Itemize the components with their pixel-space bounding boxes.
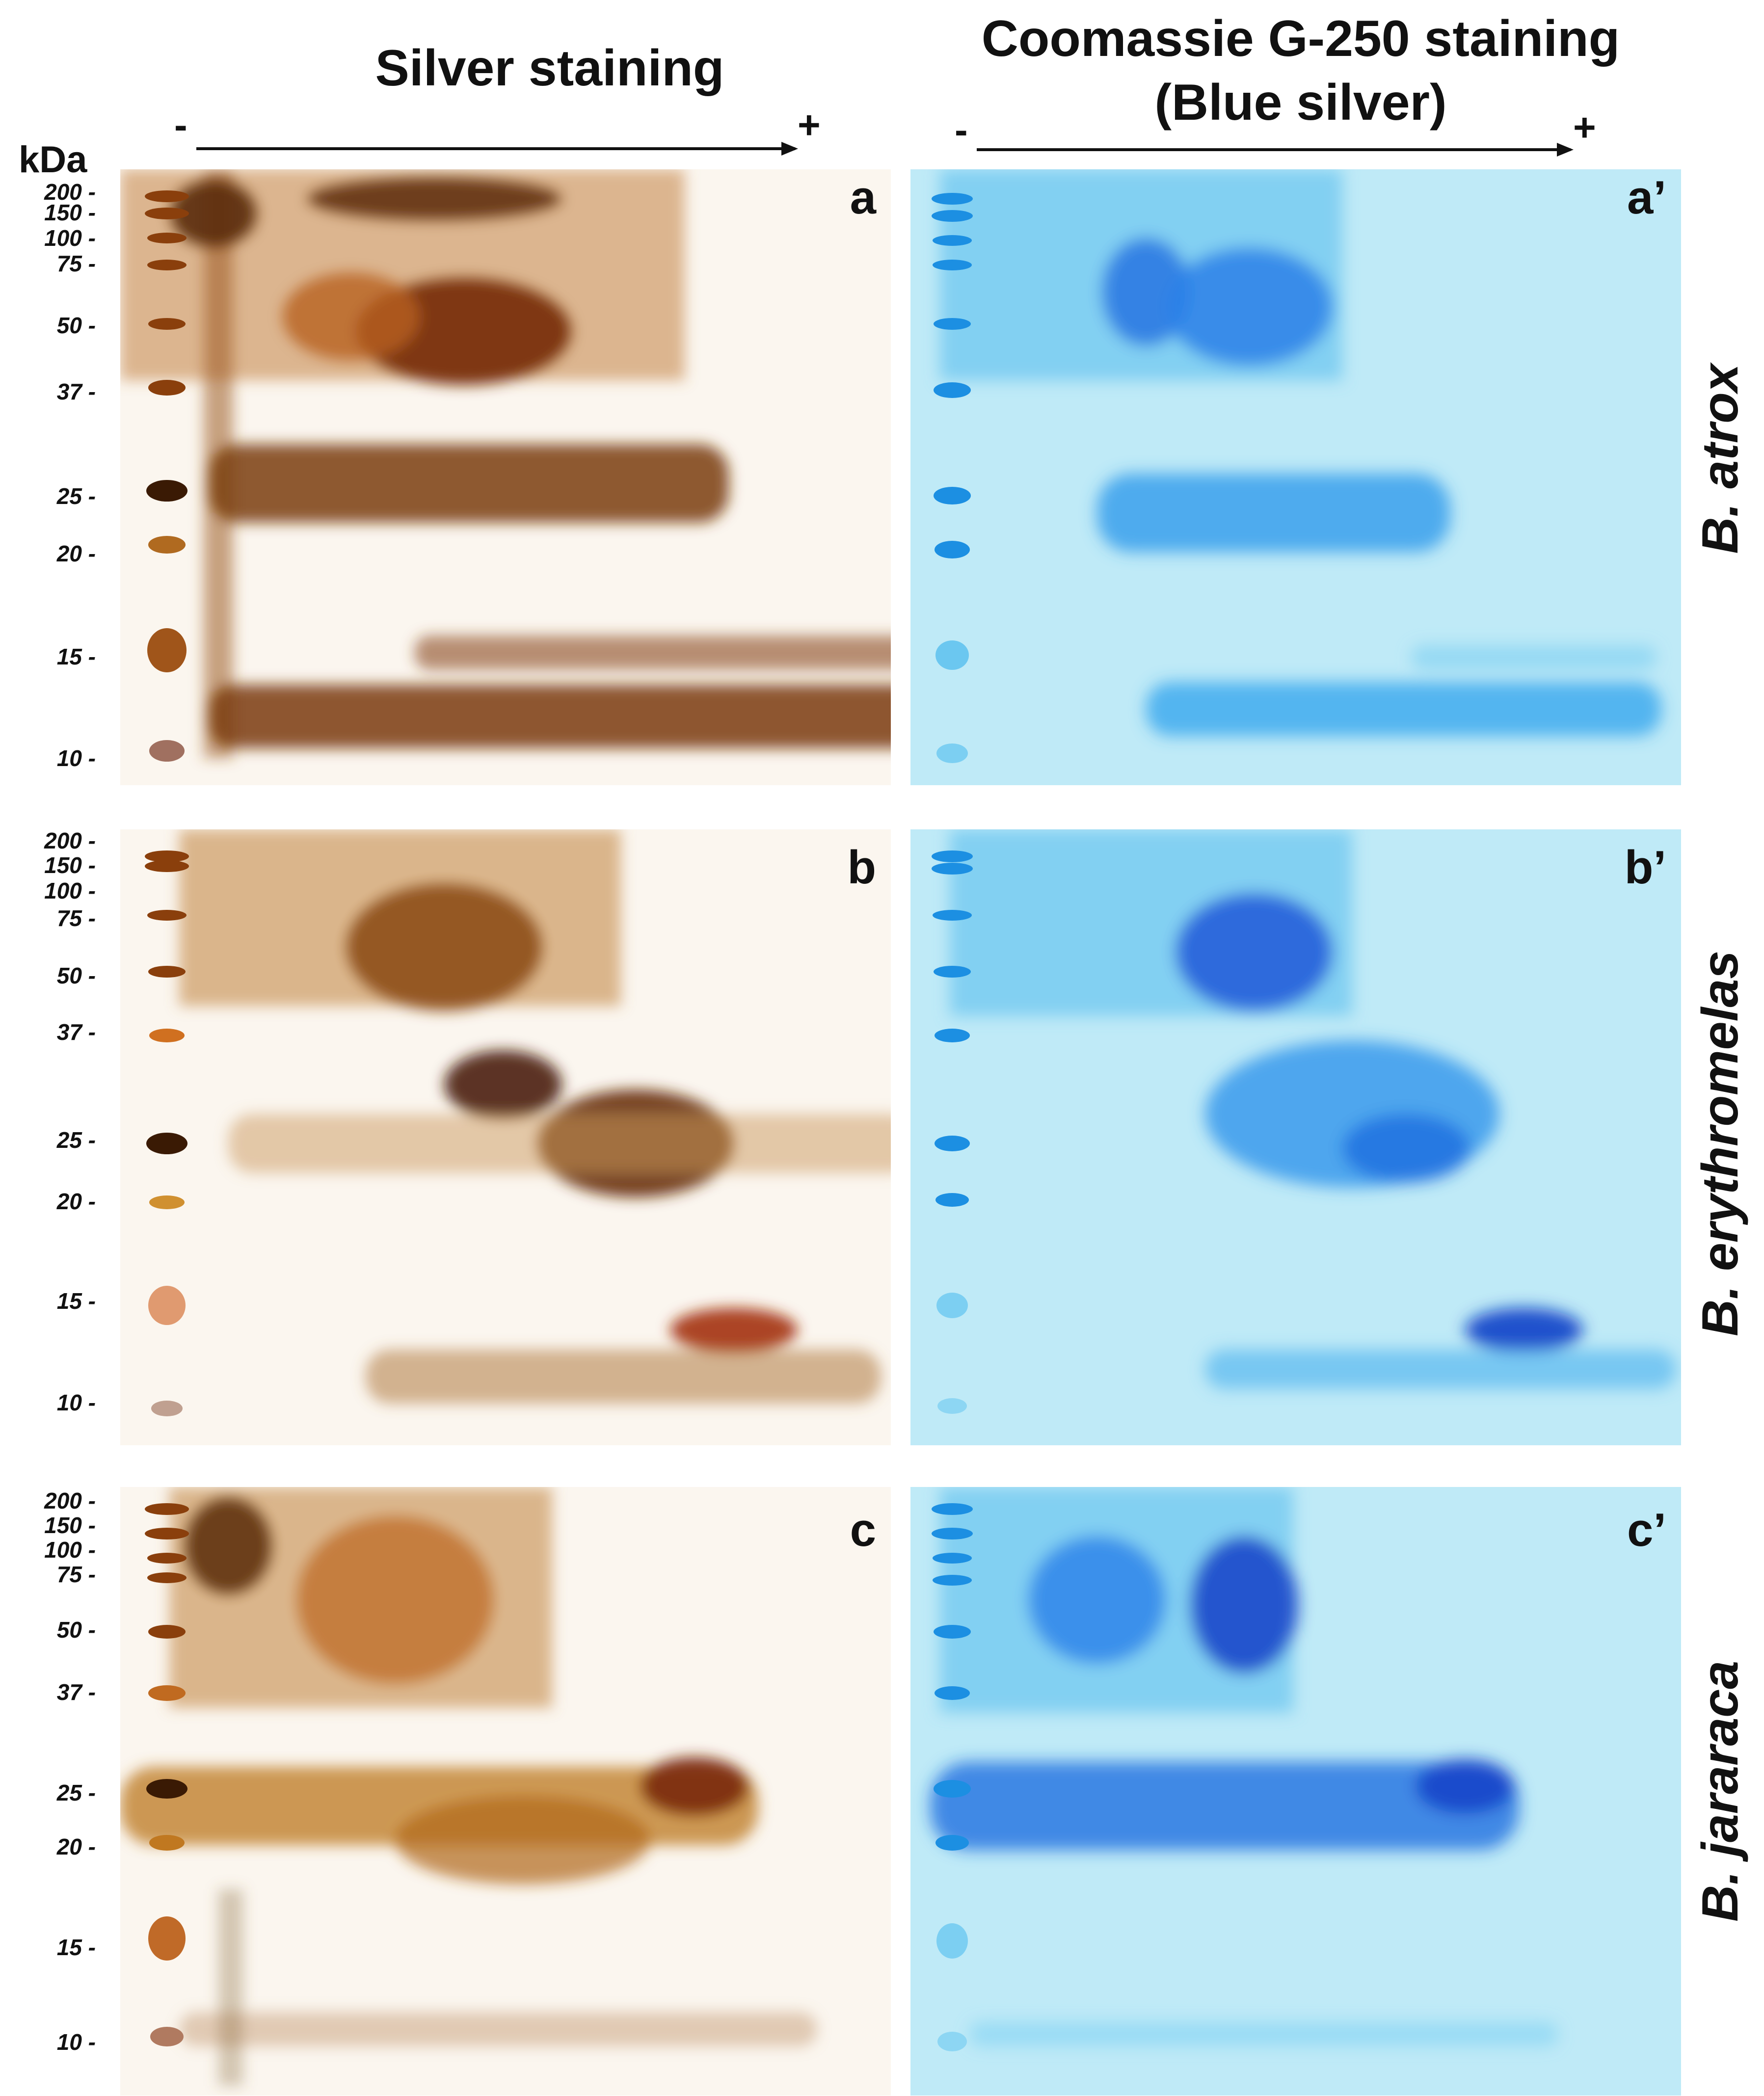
mw-marker: 50 -	[56, 313, 96, 338]
mw-marker: 100 -	[44, 225, 96, 251]
mw-marker: 10 -	[56, 1390, 96, 1415]
mw-marker: 20 -	[56, 1189, 96, 1214]
panel-label-a: a	[850, 171, 876, 224]
mw-marker: 150 -	[44, 200, 96, 225]
silver-gel-spots	[120, 169, 891, 762]
mw-marker: 15 -	[56, 1288, 96, 1314]
mw-marker: 37 -	[56, 1679, 96, 1705]
mw-marker: 200 -	[44, 828, 96, 853]
mw-marker: 25 -	[56, 1127, 96, 1153]
mw-marker: 15 -	[56, 644, 96, 669]
silver-gel-spots	[145, 829, 891, 1416]
mw-marker: 37 -	[56, 1019, 96, 1045]
mw-marker: 75 -	[56, 905, 96, 931]
coomassie-gel-spots	[932, 169, 1661, 763]
mw-marker: 100 -	[44, 1537, 96, 1563]
silver-staining-header: Silver staining	[375, 40, 724, 97]
panel-label-c-prime: c’	[1627, 1504, 1666, 1556]
gel-panel-b-prime: b’	[910, 829, 1681, 1445]
mw-marker: 100 -	[44, 878, 96, 903]
mw-marker: 75 -	[56, 1562, 96, 1587]
silver-gel-spots	[120, 1487, 817, 2086]
coomassie-header-line2: (Blue silver)	[1154, 74, 1447, 131]
gel-panel-c-prime: c’	[910, 1487, 1681, 2096]
minus-sign-right: -	[955, 108, 968, 152]
plus-sign-left: +	[798, 103, 821, 147]
coomassie-header-line1: Coomassie G-250 staining	[981, 10, 1620, 67]
species-label-erythromelas: B. erythromelas	[1692, 950, 1749, 1337]
panel-label-a-prime: a’	[1627, 171, 1666, 224]
species-label-jararaca: B. jararaca	[1692, 1661, 1749, 1922]
mw-marker: 50 -	[56, 963, 96, 988]
mw-marker: 50 -	[56, 1617, 96, 1643]
mw-marker: 25 -	[56, 483, 96, 509]
mw-marker: 25 -	[56, 1780, 96, 1805]
coomassie-gel-spots	[932, 829, 1676, 1414]
kda-label: kDa	[19, 139, 87, 181]
mw-marker: 15 -	[56, 1935, 96, 1960]
mw-marker: 150 -	[44, 1512, 96, 1538]
plus-sign-right: +	[1573, 106, 1596, 149]
mw-marker: 10 -	[56, 745, 96, 771]
mw-marker: 10 -	[56, 2029, 96, 2055]
mw-marker: 20 -	[56, 1834, 96, 1859]
mw-marker: 200 -	[44, 1488, 96, 1513]
species-label-atrox: B. atrox	[1692, 364, 1749, 554]
mw-marker: 150 -	[44, 852, 96, 878]
direction-arrow-left	[196, 142, 798, 156]
gel-panel-a: a	[120, 169, 891, 785]
panel-label-b-prime: b’	[1624, 841, 1666, 894]
mw-marker: 37 -	[56, 379, 96, 404]
mw-marker: 200 -	[44, 179, 96, 205]
mw-marker: 20 -	[56, 541, 96, 566]
gel-panel-a-prime: a’	[910, 169, 1681, 785]
mw-marker: 75 -	[56, 251, 96, 276]
minus-sign-left: -	[174, 103, 187, 147]
panel-label-c: c	[850, 1504, 876, 1556]
coomassie-gel-spots	[930, 1487, 1558, 2051]
gel-panel-c: c	[120, 1487, 891, 2096]
gel-panel-b: b	[120, 829, 891, 1445]
panel-label-b: b	[847, 841, 876, 894]
direction-arrow-right	[977, 143, 1574, 157]
